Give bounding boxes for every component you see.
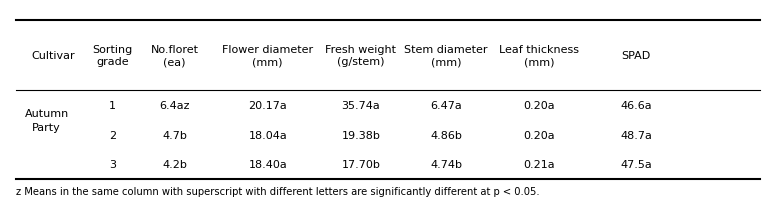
Text: No.floret
(ea): No.floret (ea) [151, 45, 199, 67]
Text: 1: 1 [109, 101, 116, 111]
Text: 4.74b: 4.74b [430, 159, 462, 169]
Text: 19.38b: 19.38b [341, 130, 380, 140]
Text: Sorting
grade: Sorting grade [92, 45, 133, 67]
Text: 6.4az: 6.4az [159, 101, 190, 111]
Text: Stem diameter
(mm): Stem diameter (mm) [404, 45, 488, 67]
Text: 47.5a: 47.5a [621, 159, 652, 169]
Text: 48.7a: 48.7a [620, 130, 653, 140]
Text: 6.47a: 6.47a [431, 101, 462, 111]
Text: 18.40a: 18.40a [248, 159, 287, 169]
Text: Leaf thickness
(mm): Leaf thickness (mm) [499, 45, 580, 67]
Text: Fresh weight
(g/stem): Fresh weight (g/stem) [325, 45, 397, 67]
Text: 0.20a: 0.20a [524, 101, 555, 111]
Text: 0.21a: 0.21a [524, 159, 555, 169]
Text: 4.86b: 4.86b [430, 130, 462, 140]
Text: SPAD: SPAD [622, 51, 651, 61]
Text: 4.2b: 4.2b [162, 159, 187, 169]
Text: 18.04a: 18.04a [248, 130, 287, 140]
Text: 3: 3 [109, 159, 116, 169]
Text: 35.74a: 35.74a [341, 101, 380, 111]
Text: z Means in the same column with superscript with different letters are significa: z Means in the same column with superscr… [16, 186, 539, 196]
Text: 0.20a: 0.20a [524, 130, 555, 140]
Text: 2: 2 [109, 130, 116, 140]
Text: Autumn
Party: Autumn Party [24, 108, 69, 132]
Text: 46.6a: 46.6a [621, 101, 652, 111]
Text: Flower diameter
(mm): Flower diameter (mm) [222, 45, 314, 67]
Text: Cultivar: Cultivar [31, 51, 74, 61]
Text: 17.70b: 17.70b [341, 159, 380, 169]
Text: 4.7b: 4.7b [162, 130, 187, 140]
Text: 20.17a: 20.17a [248, 101, 287, 111]
